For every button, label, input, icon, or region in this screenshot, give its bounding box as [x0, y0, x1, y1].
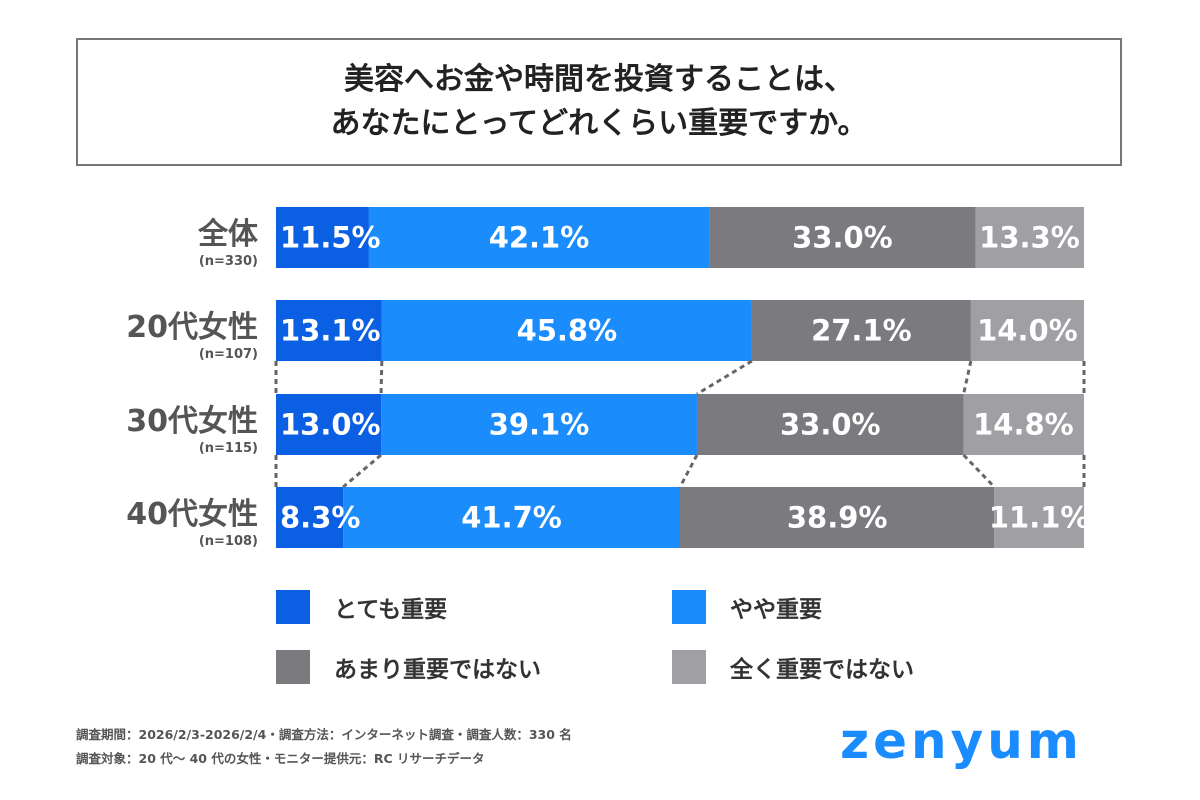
sample-size: (n=330): [198, 254, 258, 269]
bar-segment: [680, 487, 995, 548]
connector-line: [962, 360, 973, 395]
category-label: 30代女性: [126, 404, 258, 439]
legend-item: あまり重要ではない: [276, 650, 541, 684]
row-label: 20代女性 (n=107): [126, 308, 258, 362]
bar-segment: [751, 300, 971, 361]
bar-segment: [276, 207, 369, 268]
sample-size: (n=107): [198, 347, 258, 362]
data-label: 14.8%: [973, 408, 1074, 442]
data-label: 45.8%: [517, 314, 618, 348]
row-label: 全体 (n=330): [198, 215, 258, 269]
footer-survey-target: 調査対象：20 代〜 40 代の女性・モニター提供元：RC リサーチデータ: [76, 751, 485, 766]
bar-segment: [709, 207, 976, 268]
bar-segment: [970, 300, 1084, 361]
legend-swatch: [276, 650, 310, 684]
bar-segment: [276, 300, 382, 361]
bar-segment: [975, 207, 1084, 268]
category-label: 40代女性: [126, 497, 258, 532]
sample-size: (n=115): [198, 441, 258, 456]
connector-line: [678, 454, 699, 488]
data-label: 11.5%: [280, 221, 381, 255]
bar-segment: [381, 394, 697, 455]
title-line-2: あなたにとってどれくらい重要ですか。: [330, 106, 868, 141]
data-label: 8.3%: [280, 501, 360, 535]
data-label: 38.9%: [787, 501, 888, 535]
data-label: 13.0%: [280, 408, 381, 442]
category-label: 全体: [198, 217, 258, 252]
legend-label: あまり重要ではない: [334, 657, 541, 683]
connector-line: [962, 453, 996, 489]
legend-item: 全く重要ではない: [672, 650, 914, 684]
connector-line: [342, 453, 383, 489]
data-label: 33.0%: [792, 221, 893, 255]
footer-survey-period: 調査期間：2026/2/3-2026/2/4・調査方法：インターネット調査・調査…: [76, 727, 572, 742]
bar-segment: [368, 207, 710, 268]
legend-label: とても重要: [334, 597, 448, 623]
row-label: 40代女性 (n=108): [126, 495, 258, 549]
data-label: 13.1%: [280, 314, 381, 348]
data-label: 42.1%: [489, 221, 590, 255]
sample-size: (n=108): [198, 534, 258, 549]
connector-line: [696, 359, 753, 396]
legend-label: やや重要: [730, 597, 822, 623]
legend-item: とても重要: [276, 590, 447, 624]
data-label: 33.0%: [780, 408, 881, 442]
legend-swatch: [276, 590, 310, 624]
data-label: 39.1%: [489, 408, 590, 442]
data-label: 13.3%: [979, 221, 1080, 255]
bar-segment: [276, 394, 382, 455]
bar-segment: [276, 487, 344, 548]
bar-segment: [343, 487, 680, 548]
bar-segment: [381, 300, 752, 361]
legend-swatch: [672, 650, 706, 684]
bar-segment: [994, 487, 1084, 548]
title-line-1: 美容へお金や時間を投資することは、: [344, 62, 854, 97]
connector-line: [379, 360, 384, 395]
category-label: 20代女性: [126, 310, 258, 345]
data-label: 41.7%: [461, 501, 562, 535]
data-label: 11.1%: [989, 501, 1090, 535]
bar-segment: [696, 394, 964, 455]
legend-swatch: [672, 590, 706, 624]
data-label: 27.1%: [811, 314, 912, 348]
chart-title: 美容へお金や時間を投資することは、 あなたにとってどれくらい重要ですか。: [76, 38, 1122, 166]
row-label: 30代女性 (n=115): [126, 402, 258, 456]
bar-segment: [963, 394, 1084, 455]
legend-item: やや重要: [672, 590, 822, 624]
legend-label: 全く重要ではない: [730, 657, 914, 683]
zenyum-logo: zenyum: [840, 712, 1083, 770]
data-label: 14.0%: [977, 314, 1078, 348]
